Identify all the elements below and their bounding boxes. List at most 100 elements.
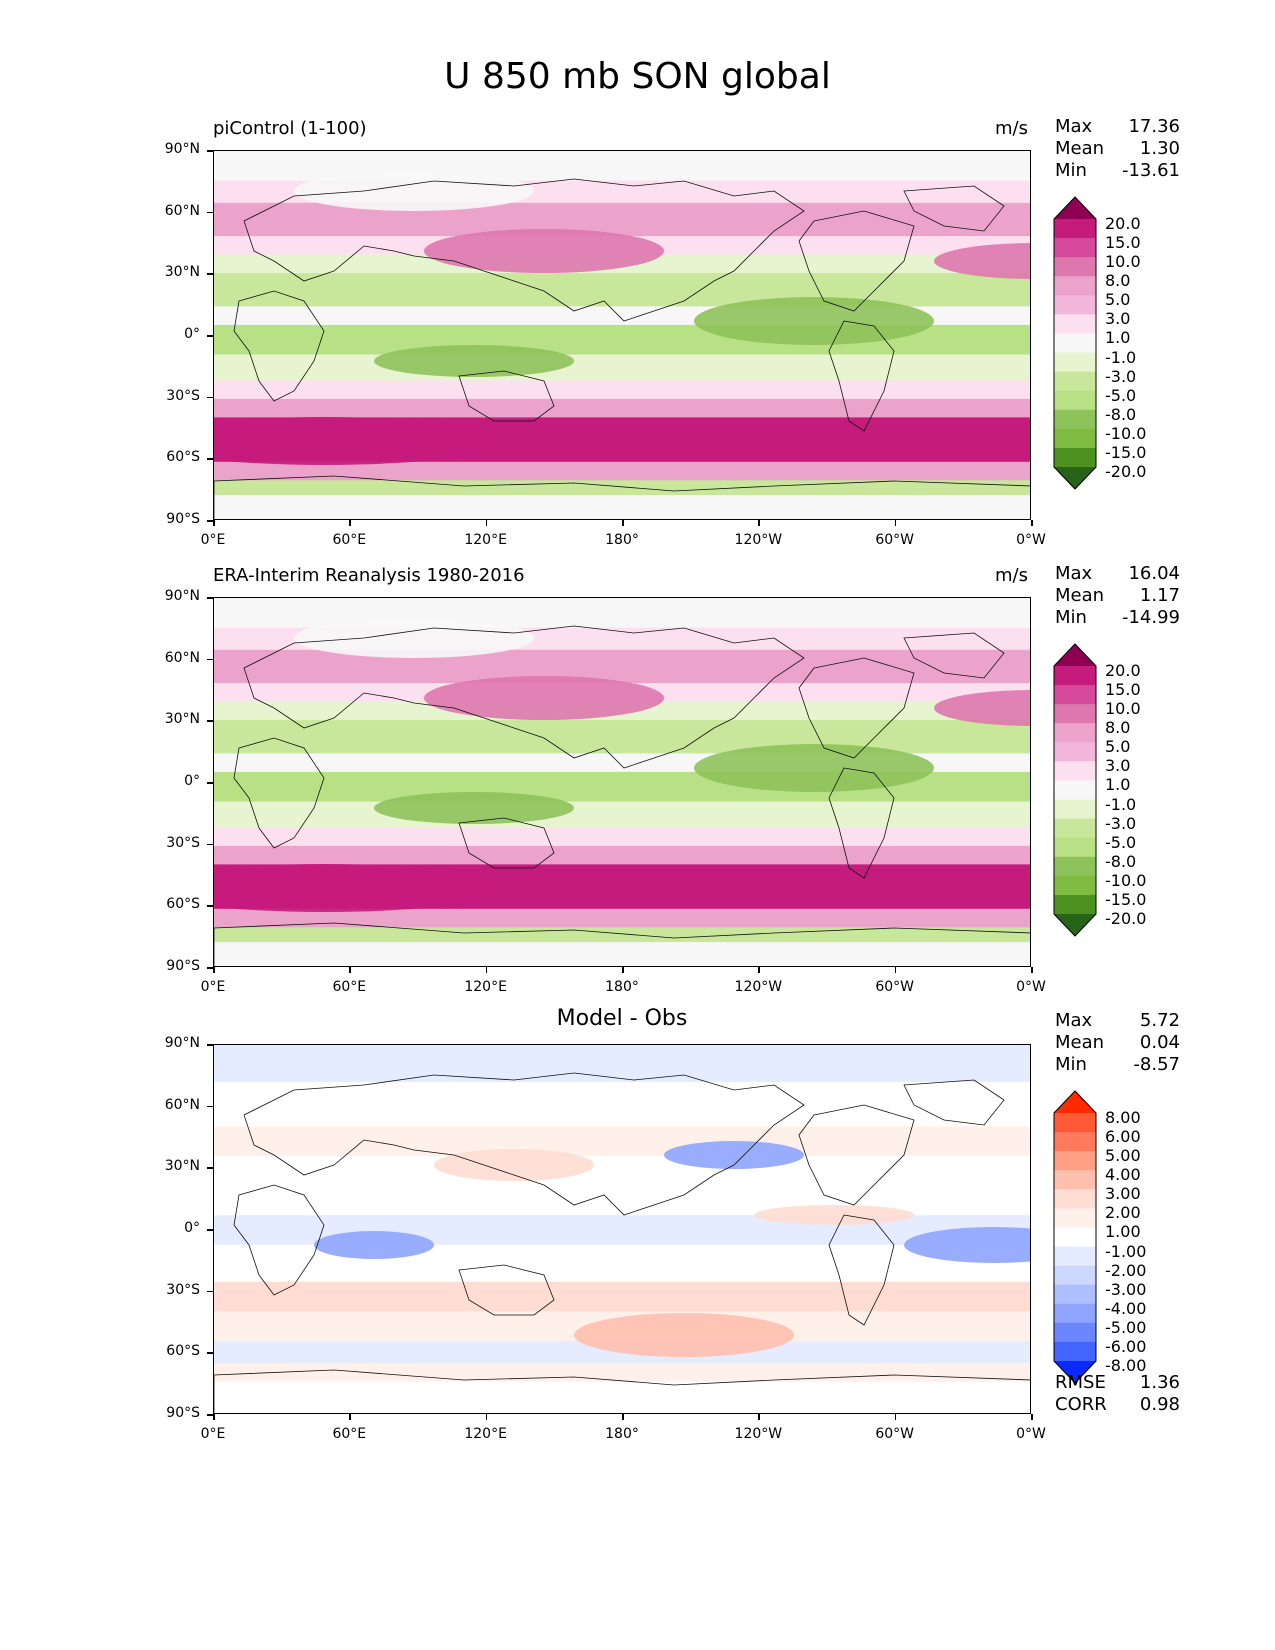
contour-band xyxy=(214,480,1030,496)
stat-row: Max 5.72 xyxy=(1055,1010,1180,1032)
panel-title: Model - Obs xyxy=(556,1006,688,1031)
x-tick-label: 120°E xyxy=(464,1426,507,1442)
colorbar-segment xyxy=(1054,875,1096,896)
contour-band xyxy=(214,1281,1030,1312)
coastline xyxy=(458,370,555,422)
colorbar-tick-label: -20.0 xyxy=(1105,462,1147,481)
y-tick-label: 60°N xyxy=(164,649,200,666)
colorbar-segment xyxy=(1054,1189,1096,1209)
stats-box: Max 16.04 Mean 1.17 Min -14.99 xyxy=(1055,563,1180,629)
contour-blob xyxy=(314,1231,434,1259)
colorbar-segment xyxy=(1054,837,1096,858)
contour-band xyxy=(214,845,1030,865)
stat-row: Min -13.61 xyxy=(1055,160,1180,182)
x-tick-mark xyxy=(349,520,351,526)
coastline xyxy=(243,1072,805,1216)
contour-blob xyxy=(754,1205,914,1225)
colorbar-segment xyxy=(1054,685,1096,705)
colorbar-tick-label: -20.0 xyxy=(1105,909,1147,928)
stats-box: Max 17.36 Mean 1.30 Min -13.61 xyxy=(1055,116,1180,182)
y-tick-label: 0° xyxy=(184,773,200,789)
colorbar-segment xyxy=(1054,856,1096,877)
colorbar-segment xyxy=(1054,799,1096,820)
colorbar-tick-label: 3.0 xyxy=(1105,756,1131,776)
y-tick-label: 90°N xyxy=(164,1035,200,1051)
contour-blob xyxy=(374,792,574,824)
contour-blob xyxy=(214,864,504,912)
contour-band xyxy=(214,461,1030,481)
colorbar-segment xyxy=(1054,1341,1096,1362)
colorbar-tick-label: -4.00 xyxy=(1105,1298,1147,1318)
colorbar-tick-label: 15.0 xyxy=(1105,680,1141,700)
contour-band xyxy=(214,1126,1030,1157)
field-map xyxy=(214,151,1030,519)
colorbar-tick-label: 1.0 xyxy=(1105,328,1131,348)
x-tick-mark xyxy=(1031,967,1033,973)
contour-band xyxy=(214,1381,1030,1413)
colorbar-tick-label: 1.00 xyxy=(1105,1222,1141,1242)
panel-title: piControl (1-100) xyxy=(213,118,367,139)
colorbar-tick-label: -1.00 xyxy=(1105,1241,1147,1261)
x-tick-label: 60°W xyxy=(875,1426,914,1442)
x-tick-label: 0°W xyxy=(1016,979,1046,995)
colorbar-tick-label: -5.0 xyxy=(1105,832,1137,852)
units-label: m/s xyxy=(995,565,1028,586)
colorbar-tick-label: -1.0 xyxy=(1105,794,1137,814)
map-panel-1: piControl (1-100) m/s 90°N 60°N 30°N 0° 30°S 60… xyxy=(0,110,1275,570)
coastline xyxy=(798,657,915,759)
colorbar-tick-label: 10.0 xyxy=(1105,252,1141,272)
colorbar-segment xyxy=(1054,447,1096,468)
contour-blob xyxy=(934,690,1030,726)
colorbar-tick-label: 3.0 xyxy=(1105,309,1131,329)
y-tick-label: 90°N xyxy=(164,141,200,157)
colorbar-segment xyxy=(1054,666,1096,686)
colorbar xyxy=(1052,1089,1098,1389)
y-tick-mark xyxy=(207,150,213,152)
y-tick-mark xyxy=(207,1352,213,1354)
coastline xyxy=(828,767,895,879)
colorbar-tick-label: 5.0 xyxy=(1105,290,1131,310)
colorbar-segment xyxy=(1054,409,1096,430)
contour-blob xyxy=(434,1149,594,1181)
colorbar-segment xyxy=(1054,761,1096,781)
x-tick-mark xyxy=(622,967,624,973)
contour-band xyxy=(214,927,1030,943)
colorbar-tick-label: -8.00 xyxy=(1105,1356,1147,1375)
stat-row: Min -14.99 xyxy=(1055,607,1180,629)
colorbar-segment xyxy=(1054,1132,1096,1152)
contour-band xyxy=(214,202,1030,237)
y-tick-mark xyxy=(207,905,213,907)
coastline xyxy=(458,1264,555,1316)
y-tick-label: 30°N xyxy=(164,264,200,281)
y-tick-mark xyxy=(207,1044,213,1046)
y-tick-label: 0° xyxy=(184,326,200,342)
y-tick-mark xyxy=(207,1105,213,1108)
stat-row: Max 16.04 xyxy=(1055,563,1180,585)
stat-name: Min xyxy=(1055,1054,1087,1075)
contour-blob xyxy=(214,417,504,465)
contour-blob xyxy=(374,345,574,377)
x-tick-mark xyxy=(758,1414,760,1420)
stats-box: Max 5.72 Mean 0.04 Min -8.57 xyxy=(1055,1010,1180,1076)
colorbar-segment xyxy=(1054,333,1096,354)
x-tick-mark xyxy=(349,967,351,973)
y-tick-mark xyxy=(207,782,213,784)
stat-name: Max xyxy=(1055,116,1093,137)
colorbar-segment xyxy=(1054,352,1096,373)
colorbar-tick-label: -8.0 xyxy=(1105,851,1137,871)
x-tick-label: 120°W xyxy=(734,979,783,995)
x-tick-mark xyxy=(1031,1414,1033,1420)
y-tick-label: 90°S xyxy=(166,511,200,527)
contour-band xyxy=(214,827,1030,847)
x-tick-mark xyxy=(622,1414,624,1420)
contour-band xyxy=(214,495,1030,519)
y-tick-label: 60°S xyxy=(166,1343,200,1360)
colorbar-segment xyxy=(1054,780,1096,801)
figure-title: U 850 mb SON global xyxy=(444,56,831,97)
coastline xyxy=(214,922,1030,966)
contour-band xyxy=(214,649,1030,684)
x-tick-mark xyxy=(485,520,488,526)
y-tick-mark xyxy=(207,658,213,661)
y-tick-mark xyxy=(207,211,213,214)
colorbar-tick-label: -15.0 xyxy=(1105,889,1147,909)
